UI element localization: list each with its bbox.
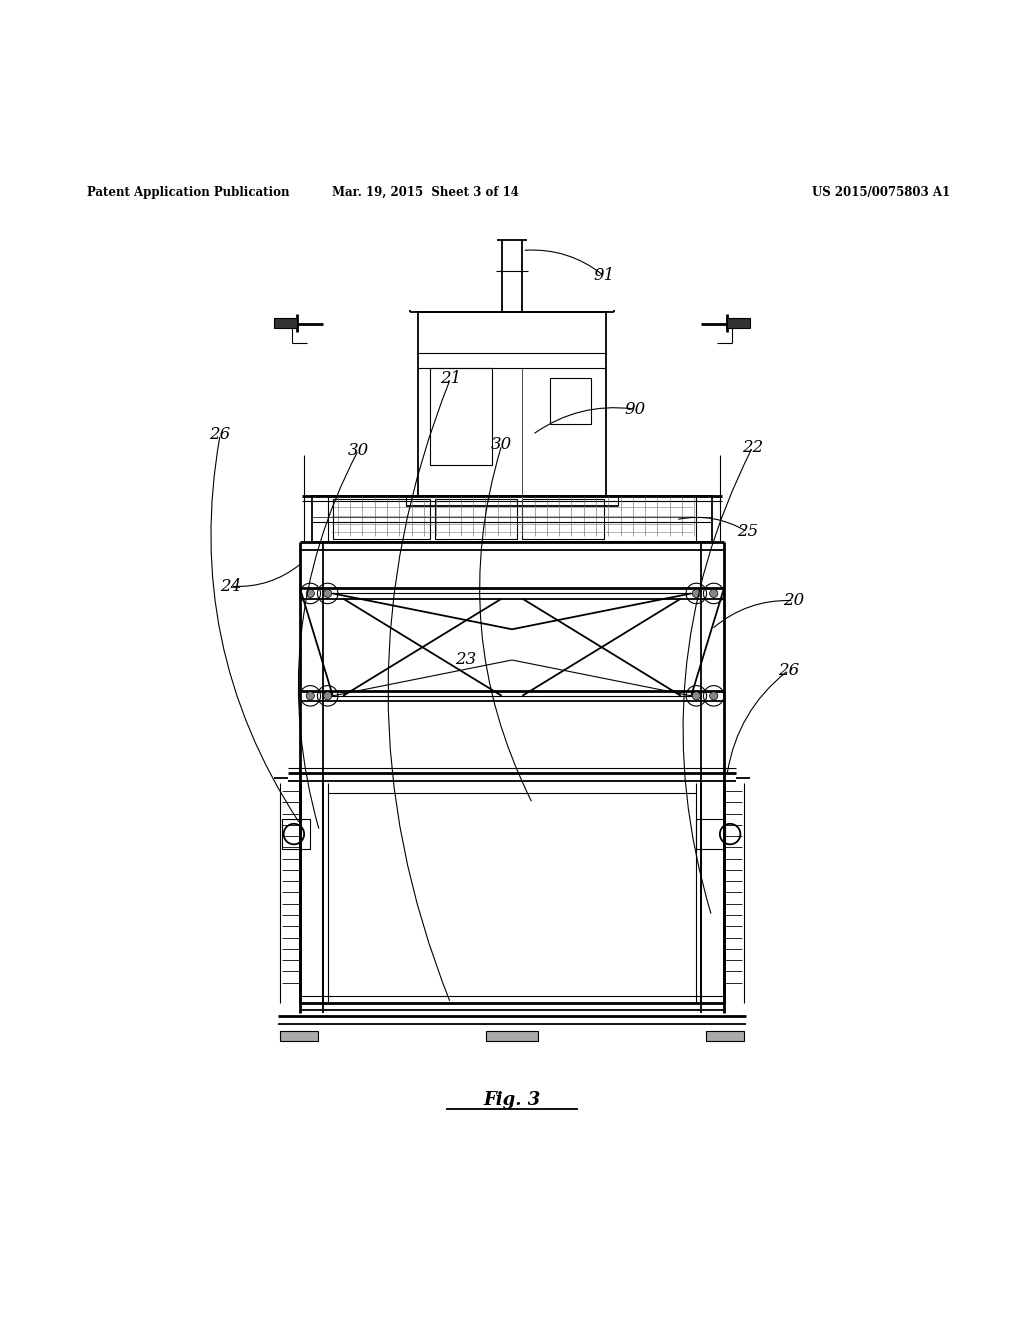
Bar <box>435 499 517 539</box>
Bar <box>727 318 750 329</box>
Text: 22: 22 <box>742 438 763 455</box>
Text: 30: 30 <box>492 437 512 454</box>
Circle shape <box>692 589 700 598</box>
Text: 26: 26 <box>778 661 799 678</box>
Bar <box>274 318 297 329</box>
Bar <box>282 818 310 850</box>
Text: 23: 23 <box>456 652 476 668</box>
Circle shape <box>710 589 718 598</box>
Text: 24: 24 <box>220 578 241 595</box>
Circle shape <box>306 589 314 598</box>
Circle shape <box>710 692 718 700</box>
Text: 90: 90 <box>625 401 645 417</box>
Circle shape <box>306 692 314 700</box>
Bar <box>312 496 712 543</box>
Bar <box>486 1031 538 1041</box>
Text: US 2015/0075803 A1: US 2015/0075803 A1 <box>812 186 949 198</box>
Circle shape <box>324 589 332 598</box>
Circle shape <box>324 692 332 700</box>
Text: 25: 25 <box>737 524 758 540</box>
Text: Mar. 19, 2015  Sheet 3 of 14: Mar. 19, 2015 Sheet 3 of 14 <box>332 186 518 198</box>
Text: 91: 91 <box>594 268 614 285</box>
Bar <box>280 1031 318 1041</box>
Bar <box>550 379 591 425</box>
Text: 30: 30 <box>348 442 369 458</box>
Text: 26: 26 <box>210 426 230 444</box>
Bar <box>430 368 492 466</box>
Bar <box>522 499 604 539</box>
Bar <box>333 499 430 539</box>
Text: Patent Application Publication: Patent Application Publication <box>87 186 290 198</box>
Text: 20: 20 <box>783 593 804 609</box>
Bar <box>696 818 725 850</box>
Bar <box>706 1031 744 1041</box>
Text: Fig. 3: Fig. 3 <box>483 1092 541 1109</box>
Bar <box>418 312 606 496</box>
Circle shape <box>692 692 700 700</box>
Text: 21: 21 <box>440 370 461 387</box>
